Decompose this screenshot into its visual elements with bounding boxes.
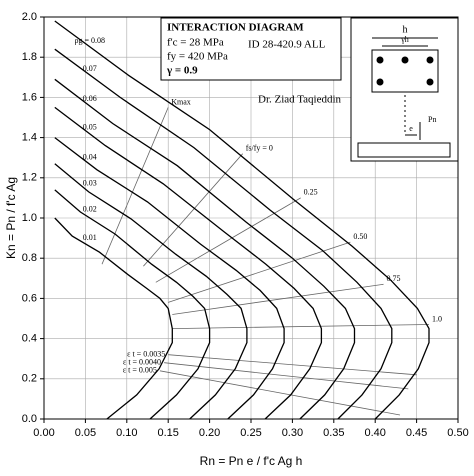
interaction-curve	[54, 48, 393, 420]
reference-line	[155, 197, 301, 283]
x-tick-label: 0.20	[199, 427, 220, 439]
x-tick-label: 0.40	[364, 427, 385, 439]
info-text: ID 28-420.9 ALL	[248, 39, 326, 51]
y-tick-label: 0.4	[22, 333, 37, 345]
curve-label: 0.04	[83, 152, 97, 161]
x-axis-label: Rn = Pn e / f'c Ag h	[200, 454, 303, 468]
interaction-curve	[54, 20, 430, 420]
y-tick-label: 0.2	[22, 373, 37, 385]
info-text: fy = 420 MPa	[167, 51, 228, 63]
reference-label: 1.0	[432, 314, 442, 323]
reference-label: fs/fy = 0	[246, 144, 273, 153]
inset-label: γh	[400, 35, 409, 44]
info-box	[160, 17, 342, 81]
inset-label: e	[409, 124, 413, 133]
y-tick-label: 1.0	[22, 212, 37, 224]
curve-label: 0.01	[83, 233, 97, 242]
y-tick-label: 1.8	[22, 51, 37, 63]
reference-line	[172, 283, 384, 315]
x-tick-label: 0.35	[323, 427, 344, 439]
y-axis-label: Kn = Pn / f'c Ag	[4, 177, 18, 259]
x-tick-label: 0.00	[33, 427, 54, 439]
info-title: INTERACTION DIAGRAM	[167, 22, 304, 34]
curve-label: 0.03	[83, 179, 97, 188]
reference-label: 0.75	[386, 274, 400, 283]
interaction-curve	[54, 137, 285, 420]
interaction-curve	[54, 189, 211, 420]
x-tick-label: 0.15	[157, 427, 178, 439]
inset-label: h	[403, 24, 408, 35]
reference-label: ε t = 0.0035	[127, 350, 165, 359]
y-tick-label: 2.0	[22, 11, 37, 23]
curve-label: 0.05	[83, 122, 97, 131]
inset: h γh e Pn	[350, 17, 459, 162]
reference-label: 0.25	[304, 188, 318, 197]
x-tick-label: 0.45	[406, 427, 427, 439]
info-text: γ = 0.9	[166, 65, 198, 77]
interaction-curve	[54, 217, 173, 420]
plot-border	[43, 16, 459, 420]
interaction-curve	[54, 106, 323, 420]
x-tick-label: 0.50	[447, 427, 468, 439]
reference-line	[159, 370, 401, 416]
reference-line	[164, 362, 409, 390]
x-tick-label: 0.10	[116, 427, 137, 439]
reference-line	[101, 107, 169, 265]
info-text: f'c = 28 MPa	[167, 37, 224, 49]
y-tick-label: 0.6	[22, 292, 37, 304]
reference-line	[168, 354, 417, 376]
y-tick-label: 0.8	[22, 252, 37, 264]
y-tick-label: 1.4	[22, 132, 37, 144]
interaction-curve	[54, 78, 356, 420]
author: Dr. Ziad Taqieddin	[258, 94, 342, 106]
x-tick-label: 0.05	[75, 427, 96, 439]
reference-line	[143, 153, 243, 267]
y-tick-label: 0.0	[22, 413, 37, 425]
curve-label: 0.06	[83, 94, 97, 103]
reference-label: 0.50	[353, 232, 367, 241]
curve-label: 0.07	[83, 64, 97, 73]
interaction-curve	[54, 163, 248, 420]
x-tick-label: 0.25	[240, 427, 261, 439]
curve-label: 0.02	[83, 205, 97, 214]
reference-label: ε t = 0.0040	[123, 358, 161, 367]
y-tick-label: 1.2	[22, 172, 37, 184]
reference-line	[172, 324, 430, 329]
reference-label: Kmax	[171, 97, 191, 106]
curve-label: ρg = 0.08	[75, 36, 106, 45]
y-tick-label: 1.6	[22, 91, 37, 103]
x-tick-label: 0.30	[282, 427, 303, 439]
reference-label: ε t = 0.005	[123, 366, 157, 375]
inset-label: Pn	[428, 115, 436, 124]
reference-line	[168, 241, 351, 303]
